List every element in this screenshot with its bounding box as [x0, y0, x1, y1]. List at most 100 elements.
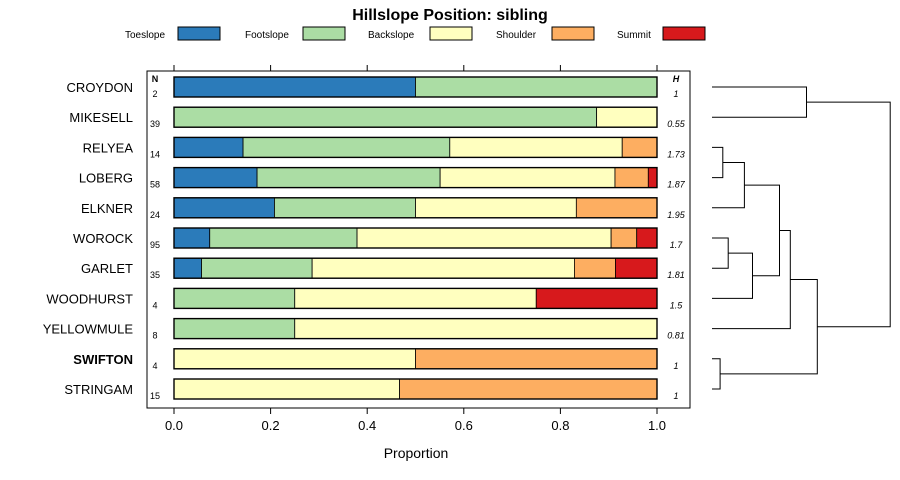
h-value-worock: 1.7: [670, 240, 684, 250]
x-tick-label-3: 0.6: [455, 418, 473, 433]
x-tick-label-4: 0.8: [551, 418, 569, 433]
dendrogram-link-0: [712, 86, 807, 118]
bar-segment-elkner-footslope: [274, 197, 416, 219]
bar-segment-worock-summit: [636, 227, 658, 249]
bar-segment-garlet-footslope: [201, 257, 313, 279]
row-label-croydon: CROYDON: [67, 80, 133, 95]
n-header: N: [152, 74, 159, 84]
legend-swatch-toeslope: [177, 26, 221, 41]
h-value-mikesell: 0.55: [667, 119, 686, 129]
bar-segment-elkner-toeslope: [173, 197, 275, 219]
h-value-stringam: 1: [673, 391, 678, 401]
bar-segment-worock-shoulder: [610, 227, 638, 249]
h-value-relyea: 1.73: [667, 149, 685, 159]
bar-segment-yellowmule-backslope: [294, 318, 658, 340]
bar-segment-swifton-shoulder: [415, 348, 658, 370]
bar-segment-stringam-shoulder: [399, 378, 658, 400]
legend-label-backslope: Backslope: [368, 30, 415, 41]
bar-segment-loberg-summit: [647, 167, 658, 189]
n-value-worock: 95: [150, 240, 160, 250]
legend-swatch-summit: [662, 26, 706, 41]
plot-frame: [146, 70, 691, 409]
h-value-yellowmule: 0.81: [667, 331, 685, 341]
legend-label-footslope: Footslope: [245, 30, 289, 41]
legend-label-summit: Summit: [617, 30, 651, 41]
bar-outline-stringam: [173, 378, 658, 400]
bar-segment-loberg-backslope: [439, 167, 616, 189]
dendrogram-link-6: [712, 358, 721, 390]
legend-swatch-shoulder: [551, 26, 595, 41]
h-value-croydon: 1: [673, 89, 678, 99]
row-label-woodhurst: WOODHURST: [46, 291, 133, 306]
dendrogram-link-3: [712, 237, 729, 269]
dendrogram-link-2: [712, 162, 745, 209]
row-label-worock: WOROCK: [73, 231, 133, 246]
row-label-mikesell: MIKESELL: [69, 110, 133, 125]
dendrogram-link-4: [712, 252, 753, 299]
row-label-elkner: ELKNER: [81, 201, 133, 216]
h-value-swifton: 1: [673, 361, 678, 371]
dendrogram-link-7: [712, 229, 791, 330]
n-value-swifton: 4: [152, 361, 157, 371]
bar-segment-woodhurst-footslope: [173, 287, 296, 309]
bar-segment-yellowmule-footslope: [173, 318, 296, 340]
bar-outline-loberg: [173, 166, 658, 189]
bar-segment-worock-toeslope: [173, 227, 211, 249]
bar-outline-elkner: [173, 197, 658, 219]
bar-outline-relyea: [173, 136, 658, 159]
bar-segment-swifton-backslope: [173, 348, 416, 370]
row-label-garlet: GARLET: [81, 261, 133, 276]
dendrogram-link-8: [720, 279, 818, 375]
bar-outline-worock: [173, 227, 658, 249]
row-label-swifton: SWIFTON: [73, 352, 133, 367]
legend-label-toeslope: Toeslope: [125, 30, 165, 41]
row-label-yellowmule: YELLOWMULE: [43, 322, 134, 337]
n-value-yellowmule: 8: [152, 331, 157, 341]
bar-segment-relyea-shoulder: [621, 136, 658, 158]
bar-outline-mikesell: [173, 106, 658, 128]
bar-segment-stringam-backslope: [173, 378, 400, 400]
bar-segment-elkner-backslope: [415, 197, 577, 219]
h-value-woodhurst: 1.5: [670, 300, 684, 310]
n-value-loberg: 58: [150, 180, 160, 190]
legend-label-shoulder: Shoulder: [496, 30, 537, 41]
bar-segment-worock-backslope: [356, 227, 612, 249]
n-value-stringam: 15: [150, 391, 160, 401]
top-axis-ticks: [173, 65, 658, 71]
legend-swatch-backslope: [429, 26, 473, 41]
bar-outline-woodhurst: [173, 287, 658, 310]
bar-segment-worock-footslope: [209, 227, 358, 249]
dendrogram: [712, 86, 891, 390]
bar-segment-relyea-toeslope: [173, 136, 244, 158]
n-value-garlet: 35: [150, 270, 160, 280]
n-value-croydon: 2: [152, 89, 157, 99]
x-axis: 0.0 0.2 0.4 0.6 0.8 1.0: [165, 408, 666, 433]
bar-segment-elkner-shoulder: [575, 197, 658, 219]
bar-segment-garlet-summit: [615, 257, 658, 279]
bar-segment-relyea-backslope: [449, 136, 623, 158]
bar-segment-croydon-toeslope: [173, 76, 416, 98]
bar-outline-swifton: [173, 348, 658, 370]
bars-group: [173, 76, 658, 400]
x-tick-label-2: 0.4: [358, 418, 376, 433]
n-value-relyea: 14: [150, 149, 160, 159]
row-label-stringam: STRINGAM: [64, 382, 133, 397]
n-column: 2 39 14 58 24 95 35 4 8 4 15: [150, 89, 160, 401]
h-column: 1 0.55 1.73 1.87 1.95 1.7 1.81 1.5 0.81 1 1: [667, 89, 686, 401]
bar-segment-croydon-footslope: [415, 76, 658, 98]
bar-segment-woodhurst-backslope: [294, 287, 537, 309]
x-axis-label: Proportion: [384, 445, 449, 461]
h-value-garlet: 1.81: [667, 270, 685, 280]
dendrogram-link-5: [744, 184, 780, 277]
bar-segment-woodhurst-summit: [535, 287, 658, 309]
x-tick-label-0: 0.0: [165, 418, 183, 433]
h-value-loberg: 1.87: [667, 180, 686, 190]
h-header: H: [673, 74, 680, 84]
row-labels: CROYDON MIKESELL RELYEA LOBERG ELKNER WOROCK G…: [43, 80, 134, 397]
n-value-woodhurst: 4: [152, 300, 157, 310]
bar-outline-garlet: [173, 257, 658, 279]
bar-segment-loberg-shoulder: [614, 167, 649, 189]
n-value-mikesell: 39: [150, 119, 160, 129]
chart-title: Hillslope Position: sibling: [352, 7, 548, 24]
